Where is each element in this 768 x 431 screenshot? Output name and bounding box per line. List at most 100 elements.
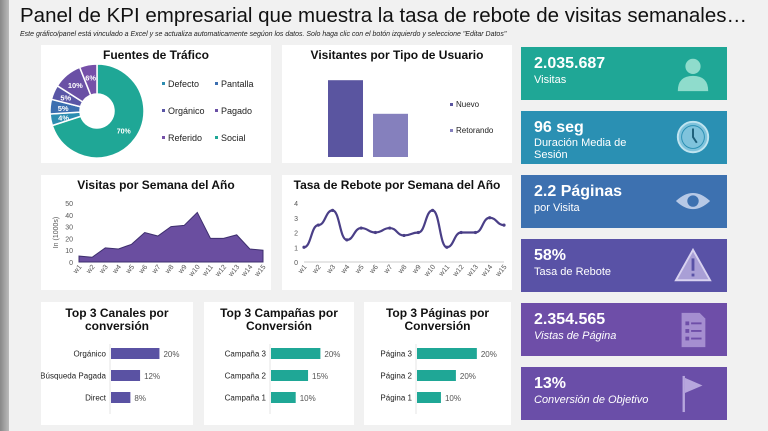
slice-label: 6% xyxy=(85,74,96,83)
y-tick-label: 50 xyxy=(65,201,73,208)
flag-icon xyxy=(682,375,703,413)
bar xyxy=(417,392,441,403)
category-label: Página 1 xyxy=(380,394,412,403)
kpi-card[interactable]: 2.035.687 Visitas xyxy=(521,47,727,100)
y-tick-label: 4 xyxy=(294,201,298,208)
category-label: Página 3 xyxy=(380,350,412,359)
data-point xyxy=(473,230,478,235)
chart-svg: Campaña 3 20% Campaña 2 15% Campaña 1 10% xyxy=(225,344,340,414)
kpi-card[interactable]: 13% Conversión de Objetivo xyxy=(521,367,727,420)
kpi-label: Tasa de Rebote xyxy=(534,266,612,278)
y-tick-label: 3 xyxy=(294,216,298,223)
x-tick-label: w13 xyxy=(466,264,480,279)
bar xyxy=(417,348,477,359)
slice-label: 5% xyxy=(58,104,69,113)
category-label: Búsqueda Pagada xyxy=(41,372,107,381)
bar xyxy=(271,348,321,359)
bar xyxy=(373,113,408,157)
window-edge xyxy=(0,0,9,431)
category-label: Campaña 2 xyxy=(225,372,267,381)
kpi-label: Conversión de Objetivo xyxy=(534,394,649,406)
data-point xyxy=(430,208,435,212)
slice-label: 70% xyxy=(117,128,132,135)
document-list-icon xyxy=(681,312,706,348)
y-tick-label: 10 xyxy=(65,248,73,255)
legend-label: Pagado xyxy=(221,106,252,116)
chart-title: Tasa de Rebote por Semana del Año xyxy=(293,178,501,192)
bar xyxy=(328,80,363,157)
data-label: 10% xyxy=(300,394,316,403)
x-tick-label: w14 xyxy=(240,264,254,279)
x-tick-label: w5 xyxy=(354,264,366,276)
x-tick-label: w8 xyxy=(397,264,409,276)
data-point xyxy=(402,233,406,238)
kpi-value: 2.035.687 xyxy=(534,55,606,72)
x-tick-label: w9 xyxy=(411,264,423,276)
bar xyxy=(111,348,160,359)
chart-svg: Nuevo Retorando xyxy=(328,80,494,157)
legend-label: Pantalla xyxy=(221,79,254,89)
legend-marker xyxy=(162,82,165,85)
donut-slice xyxy=(78,63,98,97)
bar xyxy=(271,370,309,381)
y-tick-label: 0 xyxy=(69,260,73,267)
kpi-value: 58% xyxy=(534,247,567,264)
weekly-visits-panel[interactable]: Visitas por Semana del Año 0 10 20 30 40 50 In… xyxy=(41,175,271,290)
kpi-card[interactable]: 2.2 Páginas por Visita xyxy=(521,175,727,228)
bar xyxy=(271,392,296,403)
top-channels-panel[interactable]: Top 3 Canales por conversión Orgánico 20%… xyxy=(41,302,193,425)
kpi-value: 96 seg xyxy=(534,119,584,136)
x-tick-label: w3 xyxy=(98,264,110,276)
slice-label: 4% xyxy=(58,113,69,122)
chart-title: Top 3 Canales por conversión xyxy=(65,306,169,333)
chart-title: Visitantes por Tipo de Usuario xyxy=(310,48,484,62)
page-title: Panel de KPI empresarial que muestra la … xyxy=(20,4,747,27)
x-tick-label: w4 xyxy=(111,264,123,276)
traffic-sources-panel[interactable]: Fuentes de Tráfico 70% 4% 5% 5% 10% 6% Defecto… xyxy=(41,45,271,163)
legend-marker xyxy=(162,136,165,139)
donut-slice xyxy=(51,63,145,159)
chart-title: Top 3 Páginas por Conversión xyxy=(385,306,490,333)
kpi-label: Visitas xyxy=(534,74,567,86)
legend-marker xyxy=(162,109,165,112)
data-label: 12% xyxy=(144,372,160,381)
warning-icon xyxy=(674,247,712,282)
top-pages-panel[interactable]: Top 3 Páginas por Conversión Página 3 20%… xyxy=(364,302,511,425)
x-tick-label: w1 xyxy=(297,264,309,276)
chart-svg: Página 3 20% Página 2 20% Página 1 10% xyxy=(380,344,497,414)
kpi-value: 2.2 Páginas xyxy=(534,183,623,200)
data-point xyxy=(502,223,506,227)
top-campaigns-panel[interactable]: Top 3 Campañas por Conversión Campaña 3 2… xyxy=(204,302,354,425)
legend-marker xyxy=(450,129,453,132)
bar xyxy=(111,370,141,381)
kpi-card[interactable]: 58% Tasa de Rebote xyxy=(521,239,727,292)
data-label: 20% xyxy=(481,350,497,359)
y-axis-label: In (1000s) xyxy=(53,217,60,249)
data-point xyxy=(388,226,392,230)
x-tick-label: w6 xyxy=(368,264,380,276)
legend-label: Defecto xyxy=(168,79,199,89)
x-tick-label: w7 xyxy=(382,264,394,276)
chart-title: Fuentes de Tráfico xyxy=(102,48,210,62)
weekly-bounce-panel[interactable]: Tasa de Rebote por Semana del Año 0 1 2 3 4 w… xyxy=(282,175,512,290)
category-label: Campaña 3 xyxy=(225,350,267,359)
legend-label: Nuevo xyxy=(456,100,480,109)
x-tick-label: w6 xyxy=(137,264,149,276)
x-tick-label: w11 xyxy=(437,264,451,279)
slice-label: 10% xyxy=(68,81,83,90)
data-point xyxy=(302,245,306,249)
data-label: 20% xyxy=(324,350,340,359)
data-point xyxy=(359,226,363,230)
visitors-by-type-panel[interactable]: Visitantes por Tipo de Usuario Nuevo Reto… xyxy=(282,45,512,163)
legend-marker xyxy=(215,109,218,112)
category-label: Campaña 1 xyxy=(225,394,267,403)
x-tick-label: w5 xyxy=(124,264,136,276)
legend-marker xyxy=(450,103,453,106)
x-tick-label: w15 xyxy=(253,264,267,279)
kpi-card[interactable]: 96 seg Duración Media de Sesión xyxy=(521,111,727,164)
y-tick-label: 2 xyxy=(294,231,298,238)
kpi-card[interactable]: 2.354.565 Vistas de Página xyxy=(521,303,727,356)
x-tick-label: w10 xyxy=(188,264,202,279)
kpi-label: Duración Media de Sesión xyxy=(534,137,627,161)
